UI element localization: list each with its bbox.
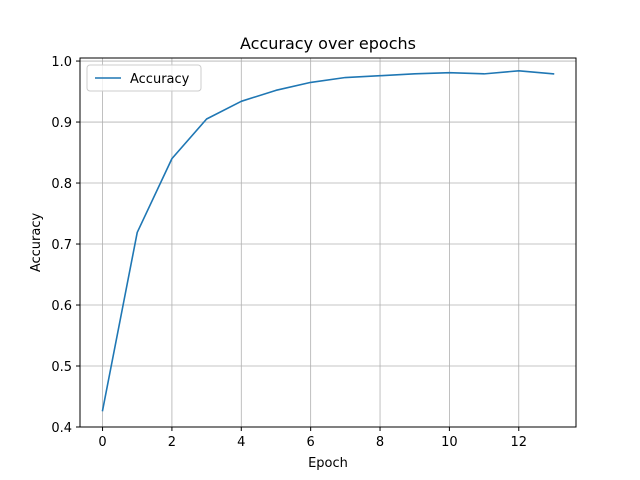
series-line-accuracy bbox=[101, 70, 555, 412]
y-tick-label: 0.5 bbox=[51, 360, 72, 375]
plot-frame bbox=[79, 57, 577, 428]
legend-box bbox=[86, 64, 202, 92]
x-tick-label: 8 bbox=[376, 435, 384, 450]
x-tick-label: 2 bbox=[168, 435, 176, 450]
x-tick-label: 12 bbox=[510, 435, 527, 450]
x-tick-label: 0 bbox=[98, 435, 106, 450]
y-axis-label: Accuracy bbox=[29, 213, 44, 273]
chart-title: Accuracy over epochs bbox=[240, 34, 416, 53]
legend-label: Accuracy bbox=[130, 72, 190, 87]
axis-ticks: 0 2 4 6 8 10 12 0.4 0.5 0.6 0.7 0.8 0.9 1.0 bbox=[51, 55, 527, 450]
legend: Accuracy bbox=[86, 64, 202, 92]
y-tick-label: 0.9 bbox=[51, 116, 72, 131]
x-tick-label: 4 bbox=[237, 435, 245, 450]
x-tick-label: 10 bbox=[441, 435, 458, 450]
x-axis-label: Epoch bbox=[308, 456, 348, 471]
y-tick-label: 0.7 bbox=[51, 238, 72, 253]
y-tick-label: 0.6 bbox=[51, 299, 72, 314]
y-tick-label: 0.4 bbox=[51, 421, 72, 436]
y-tick-label: 0.8 bbox=[51, 177, 72, 192]
series-layer bbox=[101, 70, 555, 412]
y-tick-label: 1.0 bbox=[51, 55, 72, 70]
x-tick-label: 6 bbox=[307, 435, 315, 450]
